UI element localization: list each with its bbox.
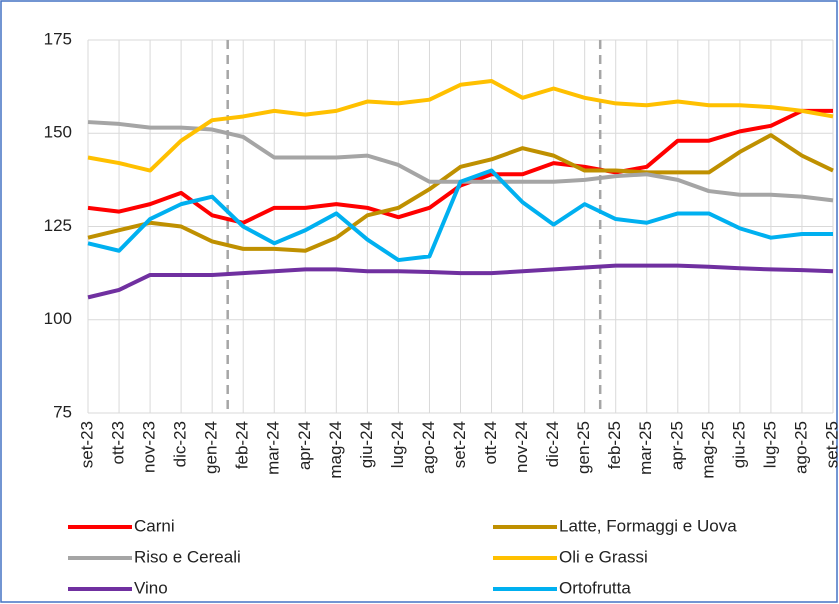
legend-label: Vino <box>134 578 168 597</box>
x-tick-label: mag-25 <box>698 421 717 479</box>
y-tick-label: 100 <box>44 309 72 328</box>
series-line <box>87 133 834 253</box>
x-tick-label: apr-24 <box>295 421 314 470</box>
x-tick-label: lug-25 <box>760 421 779 468</box>
x-tick-label: set-24 <box>450 421 469 468</box>
x-tick-label: gen-24 <box>202 421 221 474</box>
x-tick-label: feb-25 <box>605 421 624 469</box>
legend-label: Riso e Cereali <box>134 547 241 566</box>
series-line <box>87 79 834 173</box>
x-tick-label: dic-24 <box>543 421 562 467</box>
x-tick-label: set-25 <box>822 421 839 468</box>
x-tick-label: nov-23 <box>140 421 159 473</box>
x-tick-label: ago-25 <box>791 421 810 474</box>
y-tick-label: 75 <box>53 402 72 421</box>
x-tick-label: dic-23 <box>171 421 190 467</box>
x-tick-label: apr-25 <box>667 421 686 470</box>
x-tick-label: giu-25 <box>729 421 748 468</box>
x-tick-label: gen-25 <box>574 421 593 474</box>
x-tick-label: mag-24 <box>326 421 345 479</box>
y-tick-label: 125 <box>44 216 72 235</box>
x-tick-label: ott-24 <box>481 421 500 464</box>
legend-label: Ortofrutta <box>559 578 631 597</box>
y-tick-label: 150 <box>44 123 72 142</box>
x-tick-label: lug-24 <box>388 421 407 468</box>
x-tick-label: nov-24 <box>512 421 531 473</box>
x-tick-label: ago-24 <box>419 421 438 474</box>
legend-label: Carni <box>134 516 175 535</box>
x-tick-label: mar-25 <box>636 421 655 475</box>
x-tick-label: set-23 <box>77 421 96 468</box>
series-line <box>87 168 833 263</box>
legend-label: Latte, Formaggi e Uova <box>559 516 737 535</box>
x-tick-label: giu-24 <box>357 421 376 468</box>
legend-label: Oli e Grassi <box>559 547 648 566</box>
x-tick-label: mar-24 <box>264 421 283 475</box>
series-line <box>87 263 834 300</box>
y-tick-label: 175 <box>44 29 72 48</box>
x-tick-label: feb-24 <box>233 421 252 469</box>
x-tick-label: ott-23 <box>109 421 128 464</box>
